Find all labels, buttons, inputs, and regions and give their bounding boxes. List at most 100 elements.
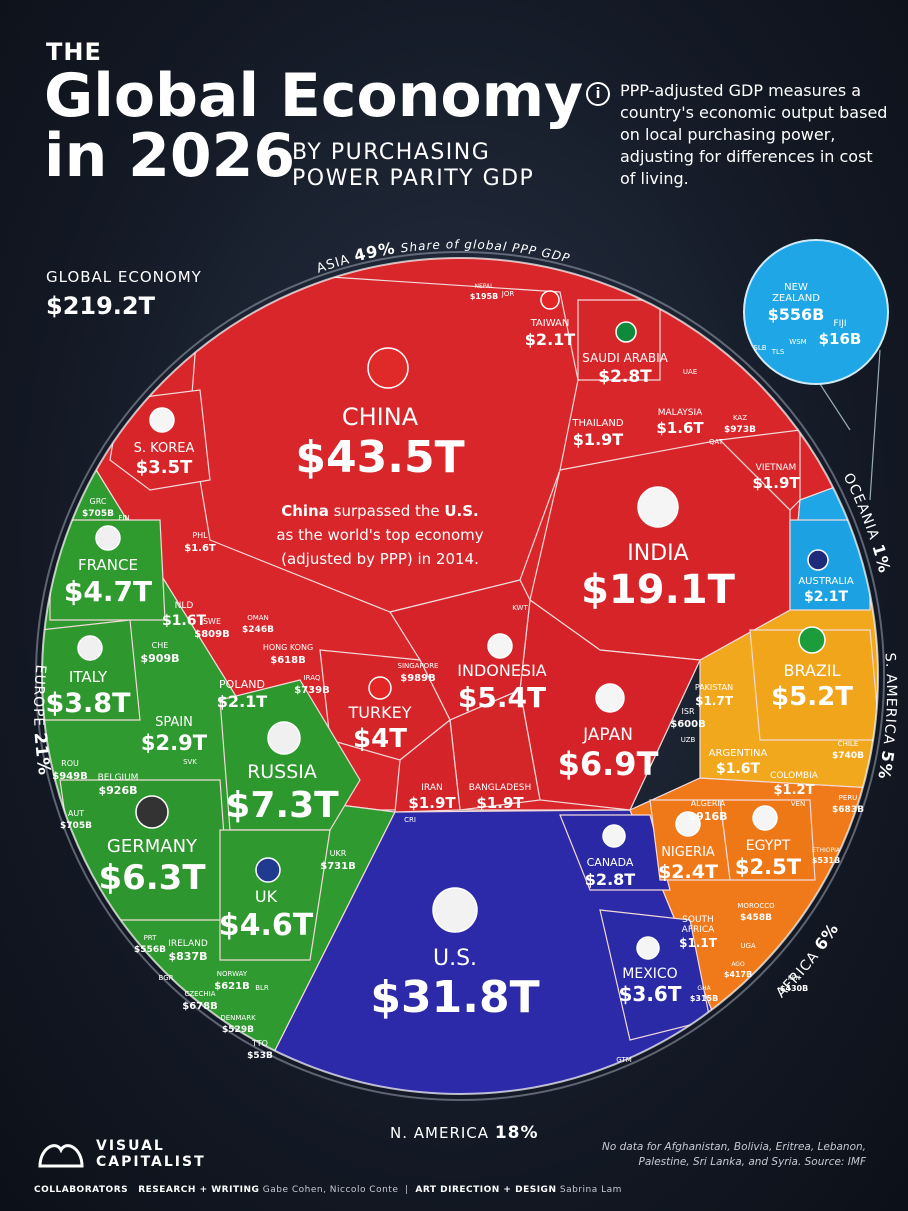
- country-name-isr: ISR: [682, 707, 695, 716]
- subtitle: BY PURCHASING POWER PARITY GDP: [292, 140, 592, 192]
- country-name-taiwan: TAIWAN: [530, 318, 570, 329]
- country-name-south-africa: AFRICA: [682, 925, 716, 935]
- flag-skorea-icon: [149, 407, 175, 433]
- country-value-ago: $417B: [724, 970, 752, 979]
- country-name-chile: CHILE: [838, 740, 859, 748]
- minor-label-gtm: GTM: [616, 1056, 632, 1064]
- info-icon: i: [586, 82, 610, 106]
- country-value-india: $19.1T: [581, 567, 736, 613]
- cell-skorea: [109, 389, 211, 491]
- flag-icons: [77, 290, 829, 960]
- country-value-fiji: $16B: [819, 330, 862, 348]
- country-name-russia: RUSSIA: [247, 761, 317, 783]
- country-name-egypt: EGYPT: [746, 838, 791, 854]
- flag-canada-icon: [602, 824, 626, 848]
- country-name-algeria: ALGERIA: [691, 799, 726, 808]
- flag-saudi-icon: [615, 321, 637, 343]
- minor-label-wsm: WSM: [789, 338, 806, 346]
- country-name-phl: PHL: [192, 531, 208, 540]
- country-name-iraq: IRAQ: [304, 674, 321, 682]
- title-line-1: Global Economy: [44, 61, 584, 131]
- cell-australia: [789, 519, 871, 611]
- minor-label-bgr: BGR: [159, 974, 174, 982]
- country-value-isr: $600B: [670, 719, 705, 730]
- country-value-che: $909B: [141, 652, 180, 665]
- global-economy-label: GLOBAL ECONOMY: [46, 268, 202, 286]
- svg-text:S. AMERICA 5%: S. AMERICA 5%: [874, 652, 899, 781]
- svg-text:as the world's top economy: as the world's top economy: [276, 526, 483, 544]
- country-name-denmark: DENMARK: [220, 1014, 256, 1022]
- flag-germany-icon: [135, 795, 169, 829]
- country-value-denmark: $529B: [222, 1025, 254, 1035]
- country-name-hong-kong: HONG KONG: [263, 643, 313, 652]
- country-name-france: FRANCE: [78, 556, 138, 574]
- country-value-poland: $2.1T: [217, 692, 267, 711]
- flag-brazil-icon: [798, 626, 826, 654]
- country-value-rou: $949B: [52, 771, 87, 782]
- flag-egypt-icon: [752, 805, 778, 831]
- country-name-argentina: ARGENTINA: [709, 748, 768, 759]
- flag-india-icon: [637, 486, 679, 528]
- country-value-phl: $1.6T: [184, 543, 216, 554]
- country-name-malaysia: MALAYSIA: [658, 408, 703, 418]
- country-name-germany: GERMANY: [107, 836, 198, 857]
- country-value-turkey: $4T: [353, 724, 407, 754]
- country-value-prt: $556B: [134, 945, 166, 955]
- country-name-swe: SWE: [203, 617, 221, 626]
- country-name-ireland: IRELAND: [168, 939, 208, 949]
- country-name-aut: AUT: [68, 809, 84, 818]
- minor-label-tls: TLS: [771, 348, 785, 356]
- country-value-pakistan: $1.7T: [695, 694, 734, 708]
- cell-uk: [219, 829, 331, 961]
- country-value-norway: $621B: [214, 981, 249, 992]
- minor-label-blr: BLR: [255, 984, 269, 992]
- region-share-africa: 6%: [810, 919, 842, 954]
- country-name-bangladesh: BANGLADESH: [469, 783, 532, 793]
- svg-text:N. AMERICA 18%: N. AMERICA 18%: [390, 1123, 539, 1143]
- country-value-belgium: $926B: [99, 784, 138, 797]
- subtitle-line-1: BY PURCHASING: [292, 140, 491, 165]
- title-the: THE: [46, 38, 102, 66]
- flag-taiwan-icon: [540, 290, 560, 310]
- flag-russia-icon: [267, 721, 301, 755]
- country-value-bangladesh: $1.9T: [476, 794, 524, 812]
- minor-label-uae: UAE: [683, 368, 697, 376]
- region-share-namerica: 18%: [495, 1123, 539, 1143]
- cell-iran: [394, 718, 461, 813]
- country-name-poland: POLAND: [219, 678, 265, 691]
- country-value-ireland: $837B: [169, 950, 208, 963]
- country-name-ukr: UKR: [330, 849, 347, 858]
- country-name-fiji: FIJI: [833, 319, 846, 329]
- country-name-japan: JAPAN: [582, 725, 633, 745]
- country-name-morocco: MOROCCO: [737, 902, 775, 910]
- info-text: PPP-adjusted GDP measures a country's ec…: [620, 81, 888, 188]
- country-name-che: CHE: [152, 641, 169, 650]
- country-name-nld: NLD: [175, 601, 194, 611]
- country-name-ken: KEN: [788, 975, 800, 982]
- region-label-samerica: S. AMERICA: [880, 652, 899, 746]
- country-value-france: $4.7T: [64, 575, 152, 608]
- country-value-south-africa: $1.1T: [679, 936, 718, 950]
- country-value-saudi-arabia: $2.8T: [598, 367, 652, 387]
- country-name-prt: PRT: [144, 934, 158, 942]
- country-value-uk: $4.6T: [219, 908, 314, 943]
- region-share-europe: 21%: [30, 732, 54, 777]
- cell-italy: [42, 619, 141, 721]
- flag-france-icon: [95, 525, 121, 551]
- country-name-turkey: TURKEY: [348, 703, 412, 722]
- country-name-s-korea: S. KOREA: [134, 441, 195, 456]
- flag-australia-icon: [807, 549, 829, 571]
- global-economy-value: $219.2T: [46, 292, 155, 320]
- country-value-kaz: $973B: [724, 425, 756, 435]
- country-value-spain: $2.9T: [141, 731, 208, 755]
- country-name-nepal: NEPAL: [475, 283, 495, 290]
- flag-mexico-icon: [636, 936, 660, 960]
- region-label-namerica: N. AMERICA: [390, 1124, 489, 1142]
- country-name-brazil: BRAZIL: [784, 661, 841, 680]
- country-name-uk: UK: [255, 887, 278, 906]
- flag-turkey-icon: [368, 676, 392, 700]
- country-value-nigeria: $2.4T: [658, 861, 718, 883]
- minor-label-fin: FIN: [118, 514, 129, 522]
- minor-label-kwt: KWT: [512, 604, 528, 612]
